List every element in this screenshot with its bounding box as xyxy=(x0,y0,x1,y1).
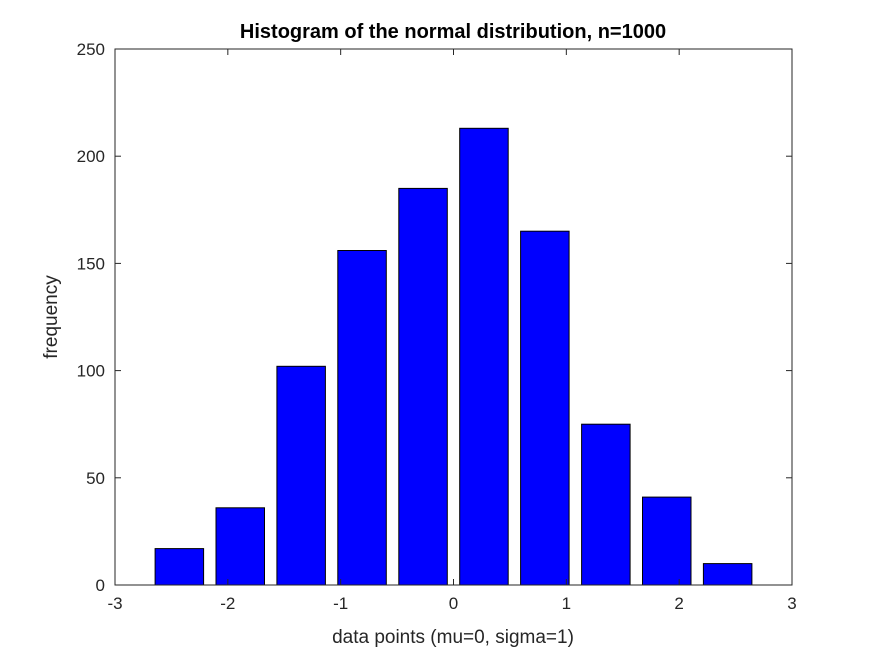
chart-title: Histogram of the normal distribution, n=… xyxy=(240,21,666,43)
x-tick-label: 2 xyxy=(674,594,683,613)
x-tick-label: -3 xyxy=(107,594,122,613)
x-tick-label: 1 xyxy=(562,594,571,613)
x-axis-label: data points (mu=0, sigma=1) xyxy=(332,627,574,648)
y-tick-label: 200 xyxy=(77,147,105,166)
histogram-bar xyxy=(642,496,692,586)
histogram-bar xyxy=(702,563,753,586)
histogram-bar xyxy=(154,548,205,586)
histogram-bar xyxy=(215,507,265,586)
histogram-bar xyxy=(337,250,387,586)
histogram-bar xyxy=(459,127,509,586)
y-tick-label: 150 xyxy=(77,254,105,273)
histogram-bar xyxy=(581,423,631,586)
histogram-bar xyxy=(520,230,570,586)
y-tick-label: 100 xyxy=(77,362,105,381)
axes-frame xyxy=(114,48,793,586)
y-axis-label: frequency xyxy=(41,275,62,359)
tick-labels-group: -3 -2 -1 0 1 2 3 0 50 100 150 200 250 xyxy=(77,40,797,613)
y-tick-label: 0 xyxy=(96,576,105,595)
bars-group xyxy=(154,127,753,586)
x-tick-label: 0 xyxy=(449,594,458,613)
x-tick-label: 3 xyxy=(787,594,796,613)
y-tick-label: 250 xyxy=(77,40,105,59)
axes-background xyxy=(114,48,793,586)
histogram-bar xyxy=(276,365,326,586)
x-tick-label: -1 xyxy=(333,594,348,613)
x-tick-label: -2 xyxy=(220,594,235,613)
histogram-bar xyxy=(398,187,448,586)
y-tick-label: 50 xyxy=(86,469,105,488)
